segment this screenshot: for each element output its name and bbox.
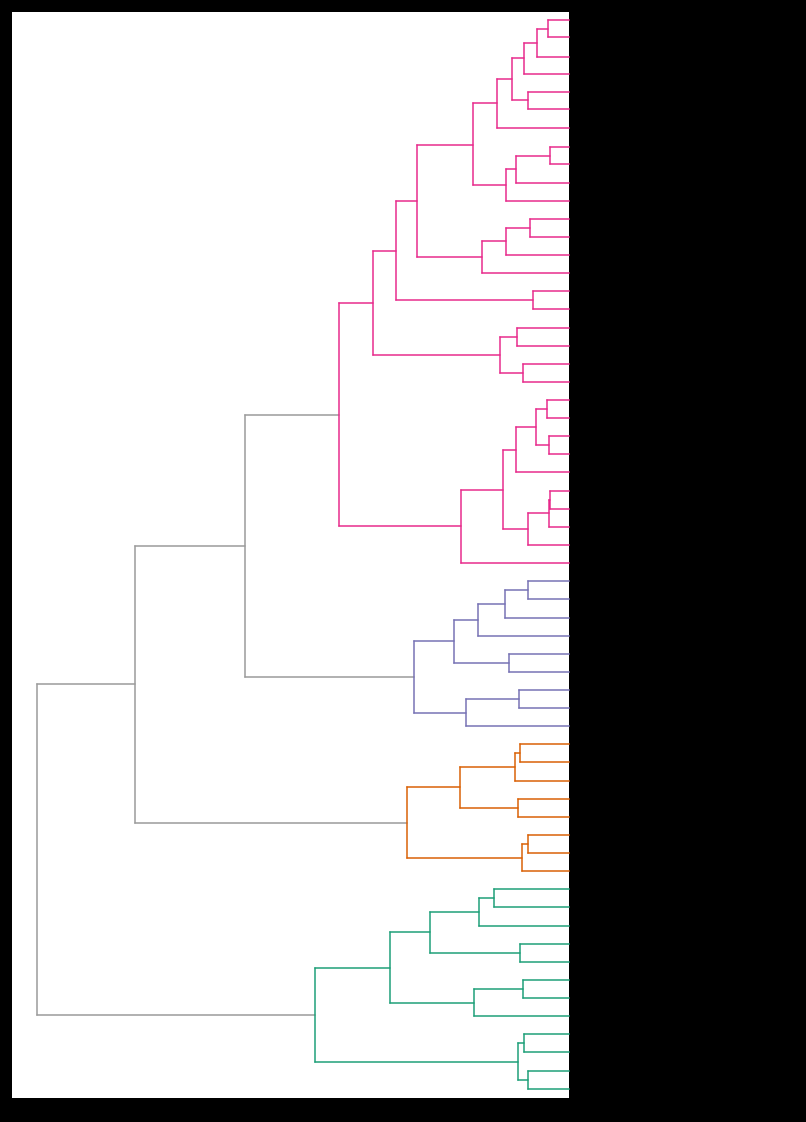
cluster-magenta	[338, 19, 570, 564]
cluster-green	[314, 888, 570, 1090]
cluster-orange	[406, 743, 570, 872]
root-links	[36, 414, 415, 1016]
cluster-purple	[413, 580, 570, 727]
dendrogram-panel	[12, 12, 569, 1098]
